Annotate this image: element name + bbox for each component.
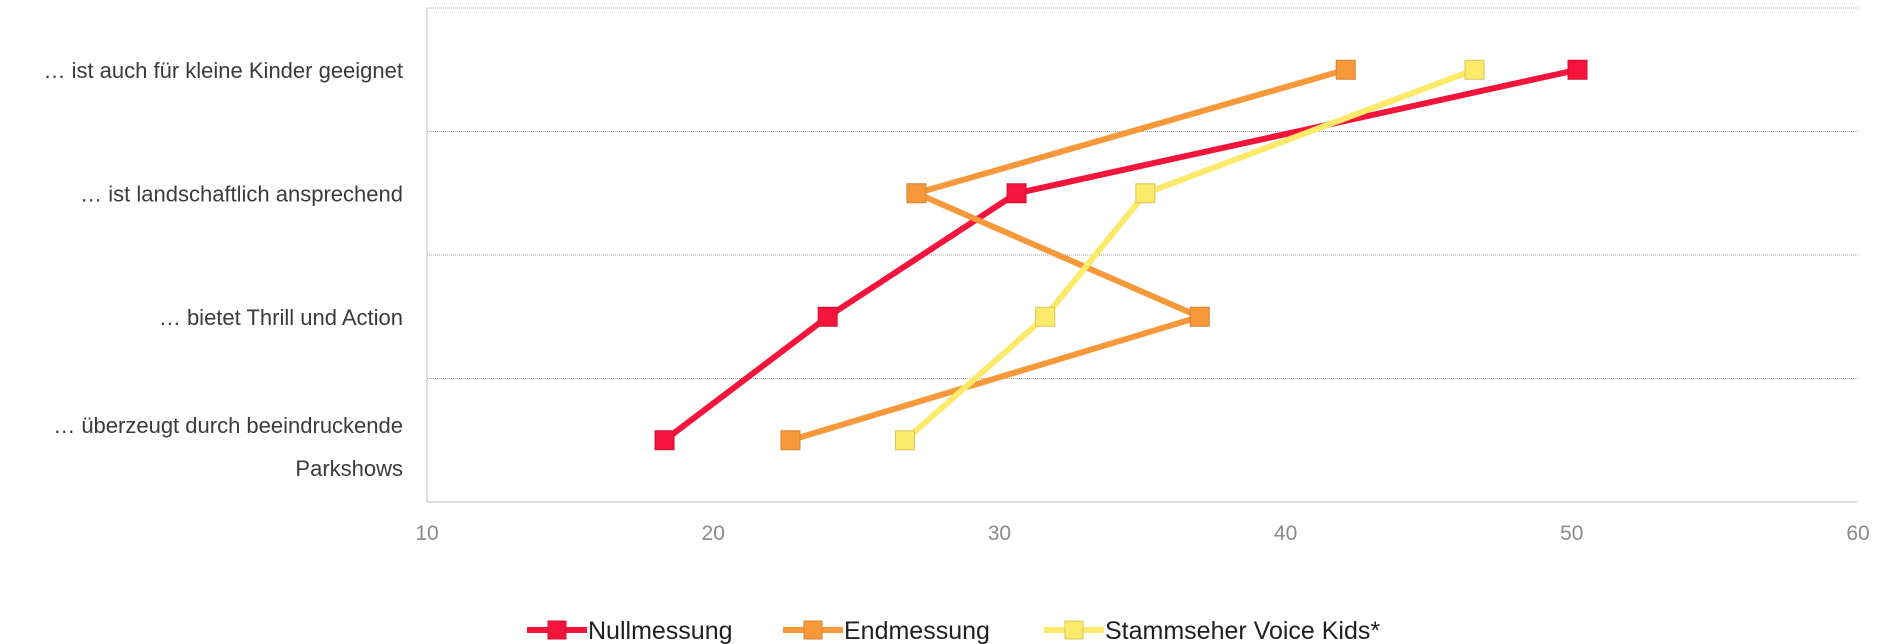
legend-marker: [547, 620, 567, 640]
legend-marker: [803, 620, 823, 640]
data-point-marker: [654, 430, 675, 451]
legend-label: Nullmessung: [588, 617, 733, 644]
legend-marker: [1064, 620, 1084, 640]
data-point-marker: [894, 430, 915, 451]
legend-label: Endmessung: [844, 617, 990, 644]
series-endmessung: [780, 59, 1356, 451]
series-line: [903, 66, 1476, 443]
category-label-line: … ist auch für kleine Kinder geeignet: [43, 58, 403, 83]
x-tick-label: 60: [1846, 522, 1869, 545]
category-label: … ist auch für kleine Kinder geeignet: [43, 58, 403, 83]
gridlines: [427, 7, 1858, 379]
data-point-marker: [780, 430, 801, 451]
category-label-line: … bietet Thrill und Action: [159, 305, 403, 330]
data-point-marker: [1464, 59, 1485, 80]
category-label: … ist landschaftlich ansprechend: [80, 181, 403, 206]
category-label-line: … ist landschaftlich ansprechend: [80, 181, 403, 206]
legend-item: Nullmessung: [527, 617, 733, 644]
category-label-line: … überzeugt durch beeindruckende: [53, 413, 403, 438]
data-point-marker: [1135, 183, 1156, 204]
legend-item: Stammseher Voice Kids*: [1044, 617, 1380, 644]
series-line: [662, 66, 1579, 443]
legend-item: Endmessung: [783, 617, 990, 644]
data-point-marker: [1035, 306, 1056, 327]
series-nullmessung: [654, 59, 1588, 451]
data-point-marker: [1189, 306, 1210, 327]
x-tick-label: 10: [415, 522, 438, 545]
axes: [426, 8, 1858, 503]
series-line: [789, 66, 1347, 444]
x-tick-labels: 10 20 30 40 50 60: [415, 522, 1869, 545]
data-point-marker: [1335, 59, 1356, 80]
category-labels: … ist auch für kleine Kinder geeignet … i…: [43, 58, 403, 481]
data-point-marker: [906, 183, 927, 204]
category-label-line: Parkshows: [295, 456, 403, 481]
x-tick-label: 40: [1274, 522, 1297, 545]
data-point-marker: [1567, 59, 1588, 80]
series-group: [654, 59, 1588, 451]
x-tick-label: 30: [988, 522, 1011, 545]
data-point-marker: [1006, 183, 1027, 204]
category-label: … überzeugt durch beeindruckende Parkshow…: [53, 413, 403, 481]
x-tick-label: 20: [702, 522, 725, 545]
x-tick-label: 50: [1560, 522, 1583, 545]
data-point-marker: [817, 306, 838, 327]
series-stammseher-voice-kids: [894, 59, 1485, 451]
category-label: … bietet Thrill und Action: [159, 305, 403, 330]
legend-label: Stammseher Voice Kids*: [1105, 617, 1380, 644]
legend: Nullmessung Endmessung Stammseher Voice Ki…: [527, 617, 1380, 644]
